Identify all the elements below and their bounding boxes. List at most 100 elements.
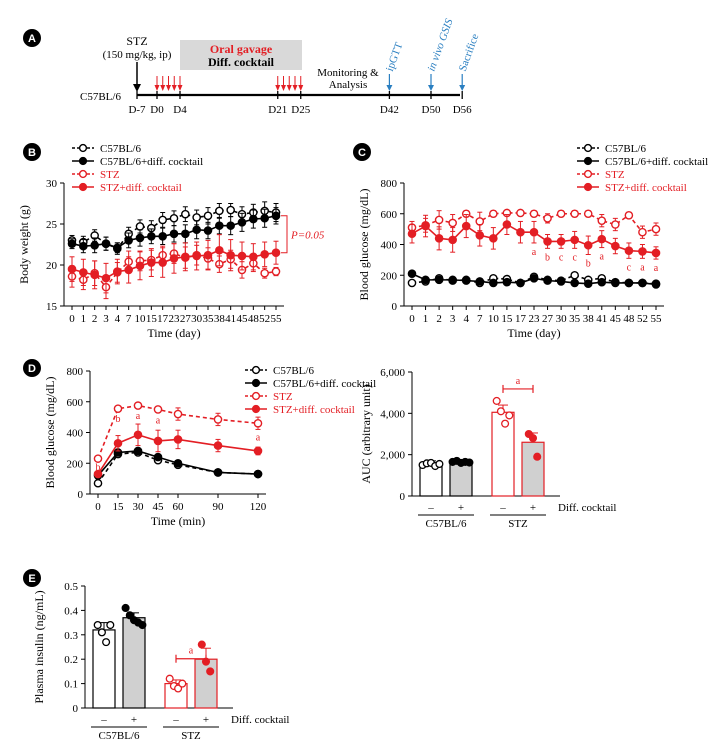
bar — [449, 461, 473, 497]
gavage-arrow-head — [154, 85, 160, 91]
x-tick-label: 30 — [133, 501, 145, 513]
x-tick-label: 41 — [596, 313, 607, 325]
gavage-arrow-head — [292, 85, 298, 91]
data-point — [203, 211, 213, 221]
data-point — [158, 215, 167, 225]
y-axis-title: AUC (arbitrary unit) — [359, 384, 373, 483]
data-point — [93, 469, 103, 479]
data-point — [448, 218, 457, 228]
legend-label: C57BL/6 — [273, 365, 314, 377]
data-point — [192, 213, 201, 222]
legend-marker — [583, 169, 593, 179]
x-tick-label: 41 — [225, 313, 236, 325]
data-point — [260, 268, 269, 278]
significance-label: b — [96, 463, 101, 474]
data-point — [67, 264, 77, 274]
y-tick-label: 0 — [400, 491, 406, 503]
data-point — [461, 221, 471, 231]
significance-label: a — [600, 252, 605, 263]
data-point — [237, 218, 247, 227]
timeline-day-label: D21 — [268, 104, 287, 116]
series-3 — [67, 234, 281, 294]
data-point — [624, 210, 634, 220]
y-tick-label: 6,000 — [380, 367, 405, 379]
data-point — [215, 245, 224, 255]
data-point — [407, 229, 417, 239]
gavage-title: Oral gavage — [210, 42, 273, 56]
data-point — [529, 209, 539, 219]
data-point — [502, 220, 512, 229]
gavage-arrow-head — [177, 85, 183, 91]
x-tick-label: 2 — [436, 313, 442, 325]
panel-label-a-badge — [23, 29, 41, 47]
data-point — [101, 239, 111, 248]
x-tick-label: 0 — [95, 501, 101, 513]
data-point — [556, 237, 566, 246]
x-tick-label: 15 — [113, 501, 125, 513]
x-tick-label: 10 — [488, 313, 500, 325]
data-point — [147, 258, 156, 267]
significance-label: b — [116, 414, 121, 425]
panel-a-timeline: A Oral gavage Diff. cocktail STZ (150 mg… — [23, 17, 481, 116]
treatment-label: – — [499, 502, 506, 514]
y-tick-label: 20 — [46, 260, 58, 272]
data-point — [113, 438, 123, 448]
group-label: C57BL/6 — [426, 518, 467, 530]
data-point — [638, 227, 647, 237]
y-tick-label: 0.3 — [64, 630, 78, 642]
data-point — [203, 250, 213, 260]
data-point — [611, 278, 620, 288]
data-point — [421, 275, 430, 285]
x-tick-label: 90 — [213, 501, 225, 513]
series-3 — [93, 423, 263, 479]
x-tick-label: 0 — [69, 313, 75, 325]
data-point — [489, 209, 498, 219]
series-1 — [93, 446, 263, 480]
data-point — [260, 213, 269, 223]
data-point — [133, 430, 143, 440]
treatment-label: – — [100, 714, 107, 726]
data-point — [570, 278, 579, 288]
data-point — [253, 446, 263, 456]
x-tick-label: 23 — [169, 313, 181, 325]
data-point — [237, 251, 247, 261]
data-point — [448, 275, 457, 285]
y-tick-label: 200 — [381, 270, 398, 282]
legend-label: C57BL/6 — [605, 143, 646, 155]
legend-label: STZ — [605, 169, 625, 181]
timeline-day-label: D25 — [291, 104, 310, 116]
y-tick-label: 400 — [67, 428, 84, 440]
data-point — [597, 234, 607, 244]
timeline-strain: C57BL/6 — [80, 91, 121, 103]
legend-label: STZ+diff. cocktail — [605, 182, 687, 194]
x-tick-label: 10 — [135, 313, 147, 325]
series-2 — [93, 401, 263, 463]
significance-label: a — [189, 646, 194, 657]
chart-ipgtt: 0 200 400 600 800 0 15 30 45 60 90 120 Time (min) Blo… — [43, 365, 376, 528]
data-point — [651, 280, 661, 289]
panel-label-c: C — [358, 147, 366, 159]
y-tick-label: 800 — [67, 366, 84, 378]
event-label: Sacrifice — [457, 32, 482, 73]
data-point — [501, 419, 510, 428]
data-point — [158, 258, 167, 267]
data-point — [434, 275, 444, 285]
data-point — [611, 220, 620, 229]
series-3 — [407, 214, 661, 260]
significance-label: c — [572, 252, 577, 263]
treatment-title: Diff. cocktail — [558, 502, 616, 514]
data-point — [516, 227, 525, 237]
data-point — [434, 234, 444, 243]
panel-label-d-badge — [23, 359, 41, 377]
data-point — [113, 404, 123, 413]
data-point — [583, 279, 593, 289]
data-point — [583, 240, 593, 250]
legend-label: C57BL/6 — [100, 143, 141, 155]
panel-label-b: B — [28, 147, 36, 159]
data-point — [529, 274, 539, 283]
data-point — [153, 405, 163, 414]
legend-marker — [583, 143, 593, 153]
y-tick-label: 0.5 — [64, 581, 78, 593]
data-point — [106, 620, 115, 630]
